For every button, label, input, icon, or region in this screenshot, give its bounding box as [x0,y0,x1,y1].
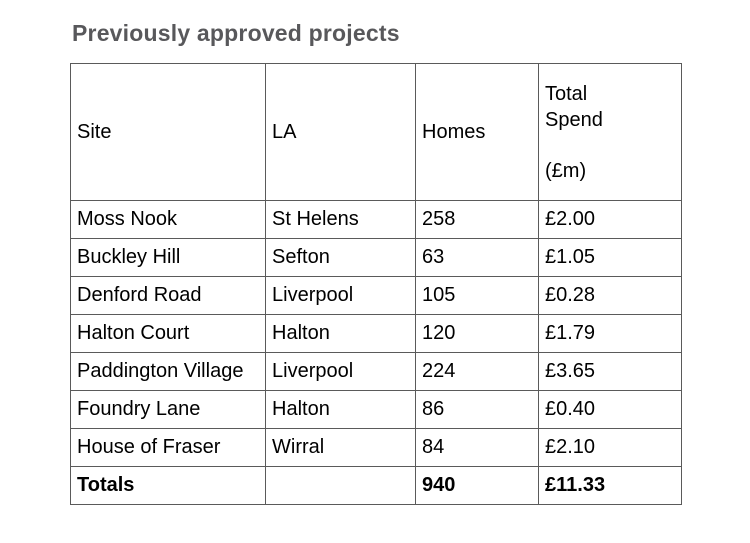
totals-homes: 940 [415,466,539,505]
cell-spend: £0.40 [538,390,682,429]
cell-la: Wirral [265,428,416,467]
cell-spend: £3.65 [538,352,682,391]
col-header-site: Site [70,63,266,201]
cell-la: Sefton [265,238,416,277]
col-header-la: LA [265,63,416,201]
page-title: Previously approved projects [72,20,400,46]
cell-site: Denford Road [70,276,266,315]
cell-homes: 258 [415,200,539,239]
cell-spend: £2.10 [538,428,682,467]
col-header-total-spend-label: Total Spend [545,82,603,131]
cell-la: Liverpool [265,352,416,391]
cell-la: Halton [265,314,416,353]
cell-la: Halton [265,390,416,429]
cell-homes: 84 [415,428,539,467]
cell-homes: 105 [415,276,539,315]
cell-spend: £2.00 [538,200,682,239]
cell-site: Foundry Lane [70,390,266,429]
table-row: Denford Road Liverpool 105 £0.28 [70,276,682,315]
col-header-total-spend: Total Spend (£m) [538,63,682,201]
table-row: Paddington Village Liverpool 224 £3.65 [70,352,682,391]
totals-label: Totals [70,466,266,505]
col-header-homes: Homes [415,63,539,201]
table-totals-row: Totals 940 £11.33 [70,466,682,505]
table-row: Moss Nook St Helens 258 £2.00 [70,200,682,239]
totals-la [265,466,416,505]
cell-homes: 120 [415,314,539,353]
cell-spend: £1.79 [538,314,682,353]
table-row: Halton Court Halton 120 £1.79 [70,314,682,353]
cell-homes: 63 [415,238,539,277]
cell-site: Paddington Village [70,352,266,391]
col-header-total-spend-unit: (£m) [545,159,587,182]
totals-spend: £11.33 [538,466,682,505]
cell-spend: £1.05 [538,238,682,277]
table-header-row: Site LA Homes Total Spend (£m) [70,63,682,201]
cell-site: House of Fraser [70,428,266,467]
table-row: Buckley Hill Sefton 63 £1.05 [70,238,682,277]
cell-homes: 224 [415,352,539,391]
cell-site: Moss Nook [70,200,266,239]
cell-spend: £0.28 [538,276,682,315]
cell-site: Halton Court [70,314,266,353]
cell-la: Liverpool [265,276,416,315]
cell-homes: 86 [415,390,539,429]
table-row: Foundry Lane Halton 86 £0.40 [70,390,682,429]
table-row: House of Fraser Wirral 84 £2.10 [70,428,682,467]
cell-site: Buckley Hill [70,238,266,277]
projects-table: Site LA Homes Total Spend (£m) Moss Nook… [70,63,682,505]
cell-la: St Helens [265,200,416,239]
